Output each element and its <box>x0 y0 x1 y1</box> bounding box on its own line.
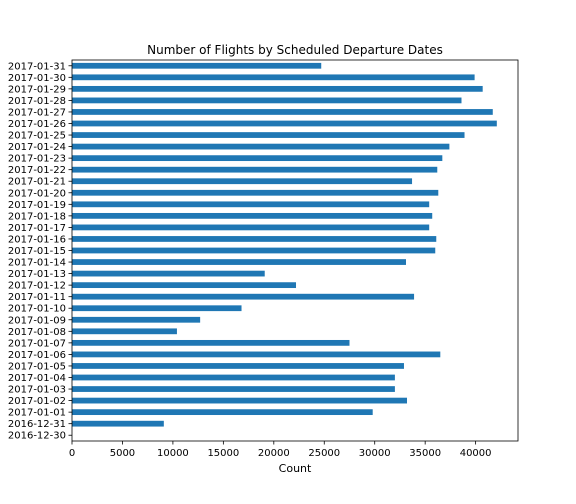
y-tick-label: 2017-01-31 <box>8 61 66 72</box>
bar-2017-01-07 <box>72 339 350 346</box>
bar-2017-01-21 <box>72 178 413 185</box>
y-tick-label: 2017-01-10 <box>8 304 66 315</box>
bar-2017-01-01 <box>72 409 373 416</box>
x-tick-label: 40000 <box>460 448 492 459</box>
bar-2017-01-08 <box>72 328 177 335</box>
bar-2017-01-05 <box>72 363 404 369</box>
bar-2017-01-10 <box>72 305 242 312</box>
bar-2017-01-25 <box>72 132 465 138</box>
y-tick-label: 2017-01-12 <box>8 281 66 292</box>
bar-2017-01-17 <box>72 224 430 231</box>
bar-2017-01-23 <box>72 155 443 162</box>
bar-2017-01-14 <box>72 259 406 265</box>
bar-2017-01-04 <box>72 374 395 381</box>
y-tick-label: 2017-01-18 <box>8 211 66 222</box>
x-tick-label: 30000 <box>359 448 391 459</box>
y-tick-label: 2017-01-20 <box>8 188 66 199</box>
y-axis-ticks: 2016-12-302016-12-312017-01-012017-01-02… <box>8 61 72 442</box>
bar-2017-01-26 <box>72 120 497 127</box>
x-tick-label: 25000 <box>308 448 340 459</box>
y-tick-label: 2017-01-06 <box>8 350 66 361</box>
y-tick-label: 2017-01-04 <box>8 373 66 384</box>
y-tick-label: 2017-01-26 <box>8 119 66 130</box>
bar-2017-01-13 <box>72 270 265 277</box>
y-tick-label: 2017-01-02 <box>8 396 66 407</box>
y-tick-label: 2017-01-23 <box>8 154 66 165</box>
y-tick-label: 2017-01-25 <box>8 131 66 142</box>
y-tick-label: 2017-01-09 <box>8 315 66 326</box>
y-tick-label: 2017-01-01 <box>8 408 66 419</box>
y-tick-label: 2017-01-17 <box>8 223 66 234</box>
bar-2017-01-30 <box>72 74 475 81</box>
bar-2017-01-27 <box>72 109 493 115</box>
y-tick-label: 2017-01-19 <box>8 200 66 211</box>
bar-2017-01-11 <box>72 293 415 300</box>
y-tick-label: 2017-01-07 <box>8 338 66 349</box>
y-tick-label: 2017-01-13 <box>8 269 66 280</box>
y-tick-label: 2016-12-31 <box>8 419 66 430</box>
bar-2017-01-22 <box>72 166 438 173</box>
x-tick-label: 5000 <box>110 448 135 459</box>
y-tick-label: 2017-01-21 <box>8 177 66 188</box>
bar-2016-12-31 <box>72 420 164 427</box>
y-tick-label: 2017-01-30 <box>8 73 66 84</box>
bars-group <box>72 62 497 427</box>
y-tick-label: 2017-01-14 <box>8 258 66 269</box>
bar-2017-01-28 <box>72 97 462 104</box>
y-tick-label: 2017-01-28 <box>8 96 66 107</box>
bar-2017-01-24 <box>72 143 450 150</box>
bar-2017-01-29 <box>72 85 483 92</box>
x-axis-ticks: 0 5000 10000 15000 20000 25000 30000 35000 40000 <box>69 441 492 459</box>
x-tick-label: 10000 <box>157 448 189 459</box>
y-tick-label: 2017-01-16 <box>8 234 66 245</box>
bar-2017-01-06 <box>72 351 441 358</box>
x-tick-label: 20000 <box>258 448 290 459</box>
y-tick-label: 2017-01-11 <box>8 292 66 303</box>
y-tick-label: 2017-01-27 <box>8 107 66 118</box>
bar-2017-01-19 <box>72 201 430 208</box>
x-tick-label: 35000 <box>409 448 441 459</box>
y-tick-label: 2017-01-24 <box>8 142 66 153</box>
bar-2017-01-09 <box>72 316 201 323</box>
y-tick-label: 2017-01-08 <box>8 327 66 338</box>
y-tick-label: 2017-01-15 <box>8 246 66 257</box>
x-tick-label: 15000 <box>207 448 239 459</box>
y-tick-label: 2017-01-22 <box>8 165 66 176</box>
x-axis-label: Count <box>279 462 312 475</box>
bar-2017-01-02 <box>72 397 408 404</box>
chart-title: Number of Flights by Scheduled Departure… <box>147 43 443 57</box>
bar-2017-01-16 <box>72 236 437 242</box>
bar-2017-01-18 <box>72 212 433 219</box>
bar-2017-01-20 <box>72 189 439 196</box>
bar-2017-01-03 <box>72 386 395 392</box>
y-tick-label: 2016-12-30 <box>8 431 66 442</box>
y-tick-label: 2017-01-29 <box>8 84 66 95</box>
plot-frame <box>71 59 519 442</box>
bar-2017-01-12 <box>72 282 297 289</box>
y-tick-label: 2017-01-03 <box>8 385 66 396</box>
bar-2017-01-31 <box>72 62 322 69</box>
bar-2017-01-15 <box>72 247 436 254</box>
x-tick-label: 0 <box>69 448 75 459</box>
y-tick-label: 2017-01-05 <box>8 361 66 372</box>
